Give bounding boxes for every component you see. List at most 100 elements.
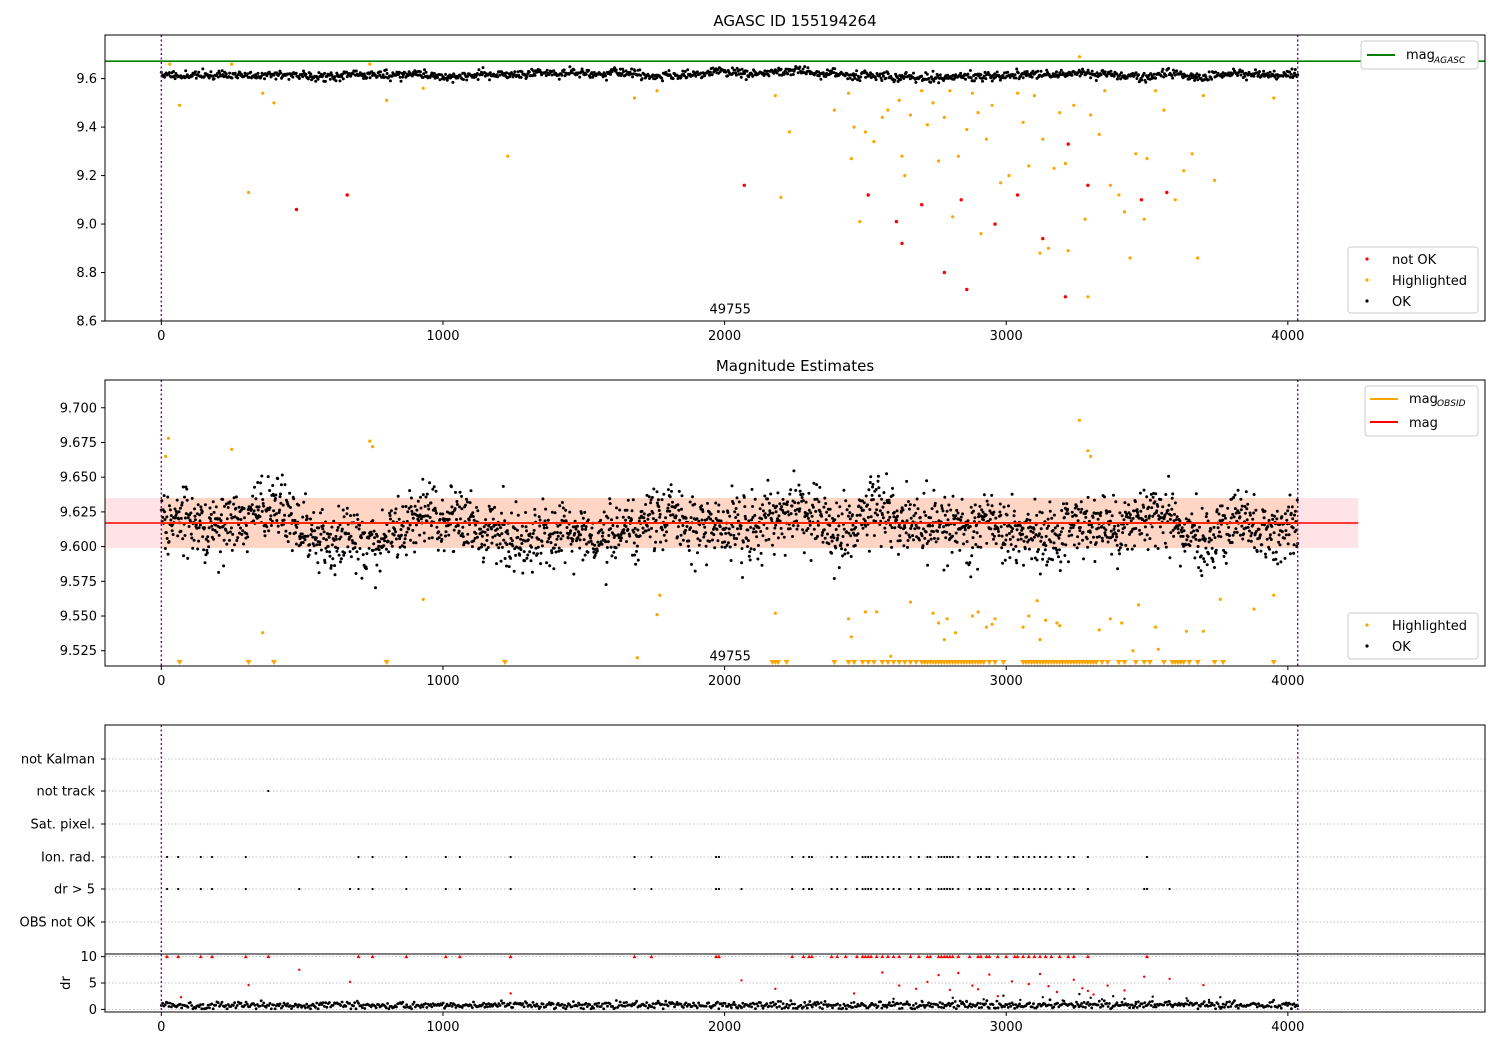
ok-point (423, 539, 427, 543)
highlighted-point (1218, 597, 1222, 602)
ok-point (330, 543, 334, 547)
ok-point (1044, 544, 1048, 548)
highlighted-point (920, 89, 924, 93)
ok-point (162, 494, 166, 498)
ok-point (685, 525, 689, 528)
ok-point (848, 76, 852, 80)
ok-point (432, 71, 436, 75)
dr-point (776, 1000, 780, 1003)
ok-point (274, 497, 277, 500)
ok-point (519, 548, 523, 552)
flag-point (867, 855, 870, 859)
ok-point (520, 542, 524, 545)
ok-point (426, 514, 430, 518)
ok-point (930, 507, 934, 511)
dr-point (483, 1005, 487, 1009)
ok-point (509, 536, 513, 540)
ok-point (963, 528, 967, 532)
ok-point (1175, 515, 1179, 519)
ok-point (1279, 560, 1283, 564)
ok-point (414, 523, 418, 527)
ok-point (564, 508, 568, 512)
ok-point (423, 504, 427, 508)
ok-point (911, 534, 915, 538)
ok-point (459, 517, 462, 521)
ok-point (556, 524, 560, 528)
ok-point (908, 503, 912, 507)
ok-point (695, 70, 699, 74)
ok-point (719, 519, 723, 523)
ok-point (1115, 535, 1119, 539)
ok-point (549, 541, 553, 545)
ok-point (845, 530, 849, 534)
ok-point (638, 516, 642, 520)
ok-point (219, 513, 223, 517)
ok-point (166, 495, 170, 499)
ok-point (282, 518, 286, 522)
clipped-highlighted-marker (1146, 660, 1153, 665)
dr-point (190, 1004, 194, 1007)
ok-point (560, 549, 563, 552)
ok-point (1048, 509, 1052, 513)
ok-point (306, 77, 310, 81)
highlighted-point (1201, 629, 1205, 633)
ok-point (1110, 552, 1114, 556)
ok-point (495, 562, 498, 566)
flag-point (917, 887, 921, 891)
ok-point (917, 526, 921, 530)
ok-point (581, 516, 585, 520)
dr-point (232, 1004, 235, 1007)
ok-point (397, 517, 401, 521)
dr-point (325, 1005, 329, 1009)
ok-point (893, 78, 897, 82)
ok-point (665, 530, 668, 534)
ok-point (309, 533, 313, 537)
ok-point (252, 519, 256, 523)
ok-point (1186, 535, 1190, 539)
not-ok-point (894, 219, 899, 224)
highlighted-point (368, 439, 372, 443)
flag-point (948, 855, 952, 859)
ok-point (486, 528, 490, 532)
ok-point (305, 514, 309, 518)
ok-point (330, 525, 334, 529)
ok-point (511, 75, 515, 79)
ok-point (536, 545, 540, 549)
clipped-highlighted-marker (1000, 660, 1007, 665)
ok-point (1010, 492, 1014, 496)
ok-point (447, 517, 451, 521)
ok-point (1063, 554, 1067, 557)
highlighted-point (1173, 198, 1177, 202)
ok-point (1119, 77, 1123, 81)
ok-point (749, 547, 753, 551)
ok-point (530, 535, 534, 539)
ok-point (733, 543, 737, 547)
ok-point (404, 533, 407, 537)
ok-point (726, 541, 730, 545)
ok-point (356, 557, 360, 561)
ok-point (831, 533, 835, 537)
ok-point (438, 78, 442, 82)
ok-point (848, 517, 852, 521)
ok-point (855, 513, 859, 517)
ok-point (261, 498, 265, 501)
ok-point (918, 516, 922, 519)
ok-point (272, 509, 276, 513)
ok-point (1290, 505, 1294, 509)
ok-point (1233, 507, 1237, 511)
ok-point (743, 505, 747, 509)
ok-point (798, 65, 802, 69)
ok-point (828, 507, 832, 511)
ok-point (860, 523, 864, 527)
ok-point (401, 505, 405, 509)
dr-point (253, 1003, 257, 1007)
ok-point (259, 481, 262, 485)
highlighted-point (368, 62, 372, 66)
ok-point (609, 72, 612, 76)
ok-point (288, 491, 292, 495)
y-tick-label: 9.650 (60, 471, 97, 486)
ok-point (1268, 70, 1272, 74)
ok-point (195, 526, 199, 530)
ok-point (1278, 543, 1282, 547)
ok-point (1149, 72, 1153, 76)
